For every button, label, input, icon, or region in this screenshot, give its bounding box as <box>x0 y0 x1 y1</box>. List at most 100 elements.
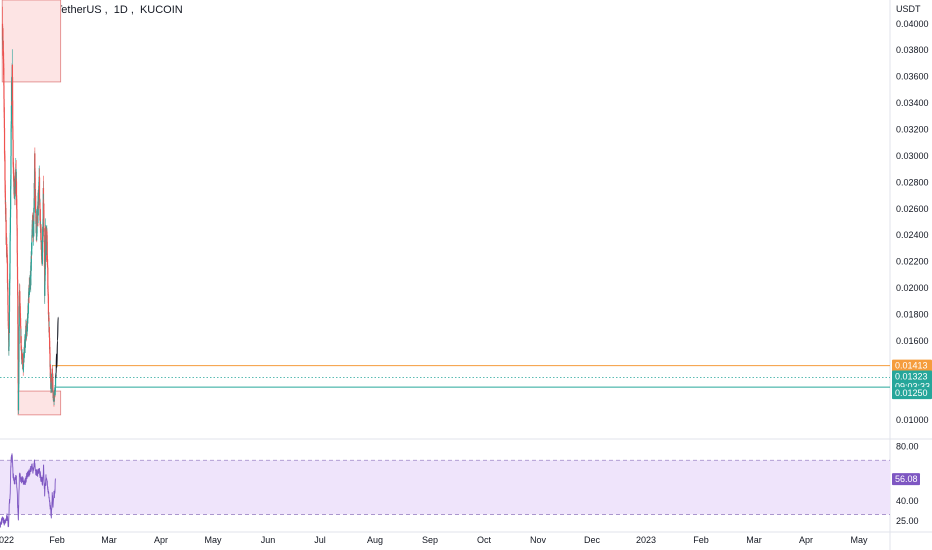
price-tick-label: 0.02600 <box>896 204 929 214</box>
time-tick-label: Jul <box>314 535 326 545</box>
rsi-line[interactable] <box>0 453 57 528</box>
candle-body <box>6 254 8 262</box>
time-tick-label: May <box>204 535 222 545</box>
candle-body <box>22 360 25 368</box>
candle-body <box>7 321 9 326</box>
candle-body <box>18 344 20 363</box>
time-tick-label: Jun <box>261 535 276 545</box>
candle-body <box>20 346 23 352</box>
last-price-text: 0.01323 <box>895 371 928 381</box>
time-tick-label: Feb <box>49 535 65 545</box>
candle-body <box>3 118 5 129</box>
price-tick-label: 0.03600 <box>896 72 929 82</box>
candle-body <box>39 209 41 220</box>
time-tick-label: Mar <box>101 535 117 545</box>
price-tick-label: 0.03400 <box>896 98 929 108</box>
currency-label: USDT <box>896 4 921 14</box>
candle-body <box>25 330 27 342</box>
rsi-value-text: 56.08 <box>895 474 918 484</box>
candle-body <box>44 275 46 282</box>
candle-body <box>47 268 49 289</box>
candle-body <box>6 261 9 283</box>
time-tick-label: Aug <box>367 535 383 545</box>
rsi-tick-label: 80.00 <box>896 442 919 452</box>
price-tick-label: 0.03000 <box>896 151 929 161</box>
candle-body <box>17 324 19 360</box>
candle-body <box>34 167 36 172</box>
time-tick-label: Apr <box>154 535 168 545</box>
candle-body <box>8 295 11 312</box>
candle-body <box>40 228 42 241</box>
candle-body <box>16 209 18 225</box>
candle-body <box>41 261 43 265</box>
candle-body <box>17 295 19 325</box>
resistance-price-text: 0.01413 <box>895 361 928 371</box>
candle-body <box>18 362 20 385</box>
resistance-price-tag[interactable] <box>892 359 932 372</box>
candle-body <box>35 216 38 220</box>
price-tick-label: 0.01800 <box>896 309 929 319</box>
candle-body <box>3 67 5 86</box>
candle-body <box>30 265 32 286</box>
candle-body <box>11 77 14 101</box>
candle-body <box>16 228 18 253</box>
candle-body <box>44 284 46 296</box>
candle-body <box>12 100 14 129</box>
candle-body <box>7 305 9 313</box>
resistance-zone[interactable] <box>1 0 62 83</box>
time-tick-label: Oct <box>477 535 492 545</box>
price-tick-label: 0.03800 <box>896 45 929 55</box>
candle-body <box>9 241 11 264</box>
support-price-tag[interactable] <box>892 387 932 400</box>
interval-label[interactable]: 1D <box>113 4 128 16</box>
time-tick-label: Nov <box>530 535 547 545</box>
time-tick-label: Apr <box>799 535 813 545</box>
candle-body <box>8 331 10 347</box>
candle-body <box>9 263 11 280</box>
candle-body <box>30 262 32 271</box>
candle-body <box>12 140 14 165</box>
price-tick-label: 0.02400 <box>896 230 929 240</box>
candle-body <box>4 159 6 181</box>
candle-body <box>27 298 30 310</box>
candle-body <box>46 241 48 261</box>
candle-body <box>16 266 19 280</box>
time-tick-label: 2023 <box>636 535 656 545</box>
time-tick-label: Dec <box>584 535 601 545</box>
candle-body <box>8 346 10 351</box>
candle-body <box>8 311 10 333</box>
price-tick-label: 0.02800 <box>896 177 929 187</box>
candle-body <box>35 210 37 214</box>
time-tick-label: Feb <box>693 535 709 545</box>
candle-body <box>43 228 45 242</box>
price-tick-label: 0.04000 <box>896 19 929 29</box>
time-tick-label: 2022 <box>0 535 14 545</box>
candle-body <box>33 224 35 237</box>
candle-body <box>16 252 18 267</box>
candle-body <box>34 153 36 168</box>
candle-body <box>17 279 19 296</box>
rsi-value-tag <box>892 473 920 486</box>
candle-body <box>10 128 12 156</box>
rsi-band <box>0 460 890 515</box>
candle-body <box>47 296 50 315</box>
candle-body <box>20 336 22 348</box>
candle-body <box>44 281 46 285</box>
candle-body <box>19 313 22 319</box>
candle-body <box>52 373 54 380</box>
projection-path[interactable] <box>55 316 59 379</box>
candle-body <box>38 177 41 199</box>
candle-body <box>41 236 44 253</box>
time-tick-label: May <box>850 535 868 545</box>
candle-body <box>10 186 12 210</box>
candle-body <box>5 220 7 240</box>
time-tick-label: Mar <box>746 535 762 545</box>
candle-body <box>22 359 24 363</box>
candle-body <box>17 359 19 384</box>
countdown-text: 09:03:33 <box>895 381 930 391</box>
candle-body <box>10 155 12 180</box>
last-price-tag[interactable] <box>892 370 932 393</box>
rsi-tick-label: 40.00 <box>896 496 919 506</box>
candle-body <box>7 287 9 306</box>
